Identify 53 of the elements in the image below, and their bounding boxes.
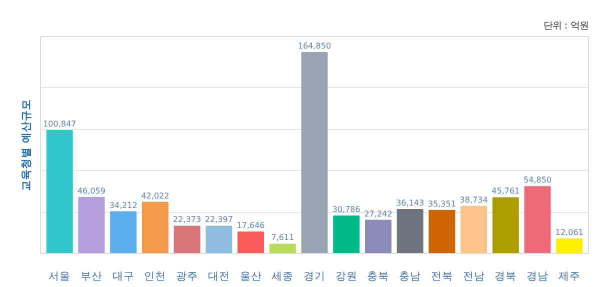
data-label: 164,850 bbox=[298, 42, 332, 51]
bar bbox=[524, 186, 551, 254]
bar bbox=[174, 226, 200, 254]
data-label: 17,646 bbox=[236, 220, 265, 230]
bar bbox=[46, 130, 73, 254]
data-label: 36,143 bbox=[396, 198, 424, 208]
data-label: 54,850 bbox=[524, 176, 552, 185]
bar bbox=[238, 231, 264, 254]
data-label: 30,786 bbox=[332, 204, 360, 214]
x-tick-label: 광주 bbox=[176, 270, 198, 282]
x-tick-label: 경북 bbox=[494, 270, 517, 282]
bar bbox=[78, 196, 105, 254]
data-label: 22,373 bbox=[173, 215, 202, 224]
data-label: 27,242 bbox=[364, 209, 392, 218]
x-tick-label: 세종 bbox=[272, 270, 294, 282]
bar bbox=[333, 215, 360, 254]
data-label: 34,212 bbox=[109, 200, 138, 210]
x-tick-label: 경남 bbox=[526, 270, 549, 282]
bar bbox=[460, 206, 488, 254]
bar bbox=[428, 210, 456, 254]
bar bbox=[492, 197, 519, 254]
x-tick-label: 충남 bbox=[399, 270, 422, 282]
data-label: 22,397 bbox=[204, 215, 233, 224]
x-tick-label: 제주 bbox=[558, 270, 580, 282]
x-tick-label: 인천 bbox=[144, 270, 166, 282]
data-label: 46,059 bbox=[77, 186, 106, 196]
bar bbox=[364, 220, 392, 254]
x-tick-label: 서울 bbox=[48, 270, 71, 282]
text: 단위 : 억원 bbox=[543, 20, 589, 32]
x-tick-label: 울산 bbox=[240, 270, 262, 282]
x-tick-label: 전남 bbox=[462, 270, 485, 282]
bar bbox=[556, 238, 583, 254]
x-tick-label: 전북 bbox=[430, 270, 453, 282]
data-label: 45,761 bbox=[492, 186, 520, 196]
data-label: 35,351 bbox=[428, 199, 456, 208]
bar bbox=[142, 202, 168, 254]
y-axis-title: 교육청별 예산규모 bbox=[20, 99, 32, 191]
bar bbox=[110, 211, 137, 254]
bar bbox=[206, 226, 232, 254]
data-label: 12,061 bbox=[555, 228, 584, 237]
data-label: 38,734 bbox=[460, 195, 488, 204]
data-label: 42,022 bbox=[141, 191, 170, 200]
x-tick-label: 경기 bbox=[304, 270, 326, 282]
x-tick-label: 대구 bbox=[112, 270, 134, 282]
data-label: 100,847 bbox=[43, 120, 76, 129]
bar bbox=[396, 208, 424, 254]
data-label: 7,611 bbox=[271, 233, 294, 242]
x-tick-label: 충북 bbox=[367, 270, 390, 282]
bar bbox=[269, 244, 296, 254]
bar bbox=[301, 52, 328, 254]
x-tick-label: 부산 bbox=[80, 270, 102, 282]
x-tick-label: 강원 bbox=[335, 270, 358, 282]
x-tick-label: 대전 bbox=[208, 270, 230, 282]
